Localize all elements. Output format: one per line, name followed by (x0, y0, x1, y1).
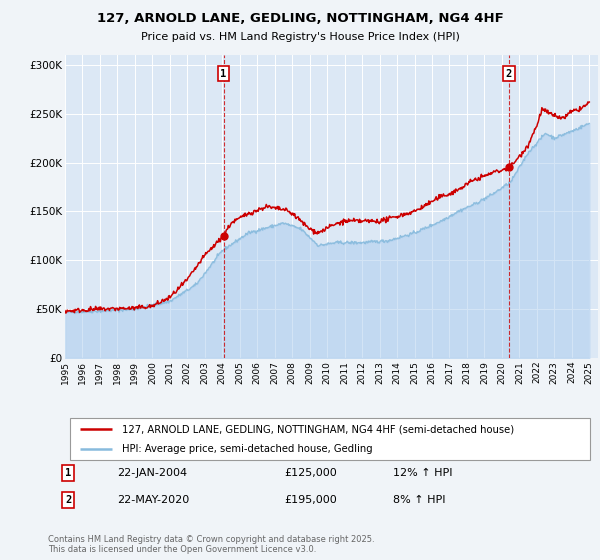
Text: 1: 1 (65, 468, 71, 478)
Text: 12% ↑ HPI: 12% ↑ HPI (393, 468, 452, 478)
Text: 1: 1 (220, 69, 227, 78)
Text: 127, ARNOLD LANE, GEDLING, NOTTINGHAM, NG4 4HF: 127, ARNOLD LANE, GEDLING, NOTTINGHAM, N… (97, 12, 503, 25)
FancyBboxPatch shape (70, 418, 590, 460)
Text: 127, ARNOLD LANE, GEDLING, NOTTINGHAM, NG4 4HF (semi-detached house): 127, ARNOLD LANE, GEDLING, NOTTINGHAM, N… (122, 424, 514, 435)
Text: 2: 2 (506, 69, 512, 78)
Text: HPI: Average price, semi-detached house, Gedling: HPI: Average price, semi-detached house,… (122, 444, 373, 454)
Text: £125,000: £125,000 (284, 468, 337, 478)
Text: 2: 2 (65, 495, 71, 505)
Text: Contains HM Land Registry data © Crown copyright and database right 2025.
This d: Contains HM Land Registry data © Crown c… (48, 535, 374, 554)
Text: 22-JAN-2004: 22-JAN-2004 (118, 468, 188, 478)
Text: £195,000: £195,000 (284, 495, 337, 505)
Text: 8% ↑ HPI: 8% ↑ HPI (393, 495, 445, 505)
Text: 22-MAY-2020: 22-MAY-2020 (118, 495, 190, 505)
Text: Price paid vs. HM Land Registry's House Price Index (HPI): Price paid vs. HM Land Registry's House … (140, 32, 460, 42)
